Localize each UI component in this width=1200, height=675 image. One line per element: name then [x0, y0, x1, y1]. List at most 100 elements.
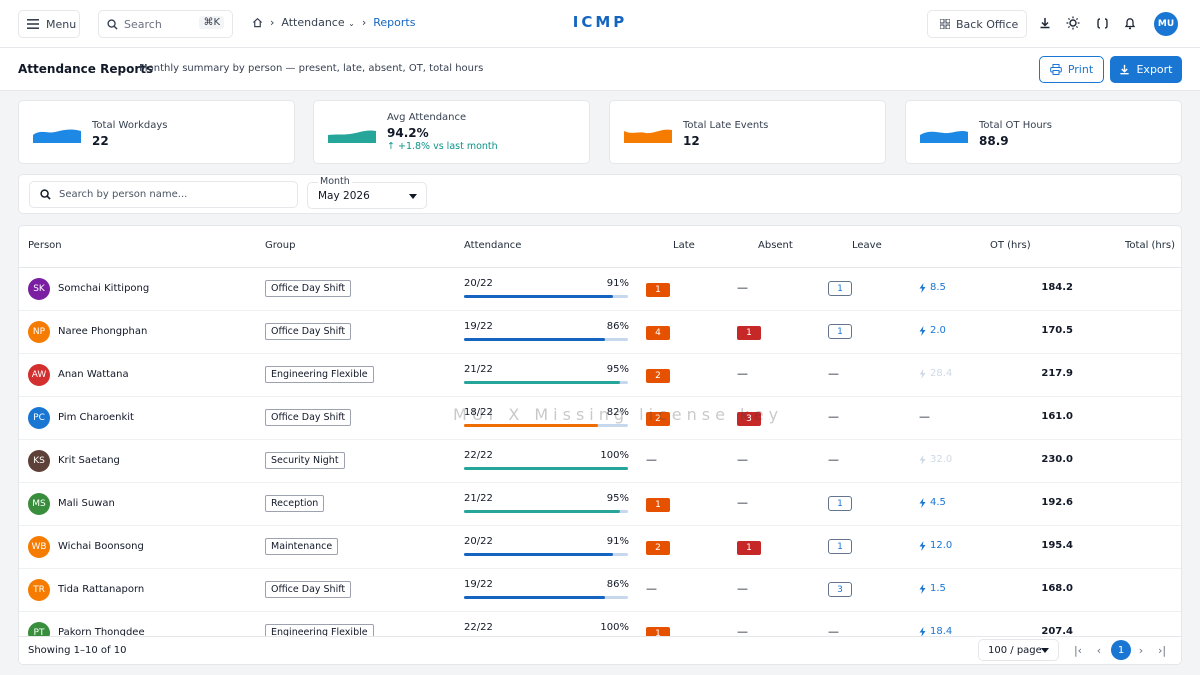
attendance-progress-fill — [464, 424, 599, 427]
column-header-group[interactable]: Group — [265, 240, 296, 251]
table-row[interactable]: NP Naree Phongphan Office Day Shift 19/22 86… — [19, 311, 1181, 354]
column-header-late[interactable]: Late — [673, 240, 695, 251]
last-page-icon[interactable]: ›| — [1157, 643, 1167, 657]
print-button[interactable]: Print — [1039, 56, 1104, 83]
person-name[interactable]: Anan Wattana — [58, 369, 129, 380]
column-header-person[interactable]: Person — [28, 240, 62, 251]
stat-label: Total Late Events — [683, 120, 769, 131]
sparkline-icon — [33, 129, 81, 143]
attendance-table: Person Group Attendance Late Absent Leav… — [18, 225, 1182, 665]
ot-value: 4.5 — [919, 497, 946, 508]
person-name[interactable]: Krit Saetang — [58, 455, 120, 466]
ot-value: — — [919, 410, 930, 423]
attendance-percent: 91% — [606, 536, 629, 547]
person-avatar: NP — [28, 321, 50, 343]
person-name[interactable]: Pakorn Thongdee — [58, 627, 145, 636]
person-search-input[interactable] — [59, 189, 279, 200]
column-header-absent[interactable]: Absent — [758, 240, 793, 251]
column-header-total[interactable]: Total (hrs) — [1125, 240, 1175, 251]
leave-value: — — [828, 453, 839, 466]
late-badge: 1 — [646, 498, 670, 512]
column-header-attendance[interactable]: Attendance — [464, 240, 522, 251]
attendance-days: 21/22 — [464, 493, 493, 504]
global-search-button[interactable]: Search ⌘K — [98, 10, 233, 38]
table-header: Person Group Attendance Late Absent Leav… — [19, 226, 1181, 268]
table-row[interactable]: PC Pim Charoenkit Office Day Shift 18/22 82%… — [19, 397, 1181, 440]
notifications-bell-icon[interactable] — [1122, 15, 1138, 31]
table-row[interactable]: MS Mali Suwan Reception 21/22 95% 1 — 1 4.5 192.6 — [19, 483, 1181, 526]
next-page-icon[interactable]: › — [1138, 643, 1144, 657]
search-shortcut: ⌘K — [199, 16, 224, 29]
group-chip: Office Day Shift — [265, 409, 352, 426]
user-avatar[interactable]: MU — [1154, 12, 1178, 36]
attendance-percent: 100% — [600, 622, 629, 633]
menu-button[interactable]: Menu — [18, 10, 80, 38]
ot-hours: 1.5 — [930, 583, 946, 594]
page-title: Attendance Reports — [18, 62, 154, 76]
person-avatar: SK — [28, 278, 50, 300]
dropdown-caret-icon — [409, 194, 417, 199]
download-icon[interactable] — [1037, 15, 1053, 31]
table-row[interactable]: PT Pakorn Thongdee Engineering Flexible 22/… — [19, 612, 1181, 636]
attendance-progress-bar — [464, 467, 628, 470]
ot-value: 12.0 — [919, 540, 952, 551]
top-bar: Menu Search ⌘K › Attendance ⌄ › Reports … — [0, 0, 1200, 48]
export-button[interactable]: Export — [1110, 56, 1182, 83]
back-office-label: Back Office — [956, 17, 1019, 31]
absent-value: — — [737, 453, 748, 466]
attendance-percent: 95% — [606, 364, 629, 375]
total-hours: 192.6 — [1041, 497, 1073, 508]
attendance-progress-bar — [464, 338, 628, 341]
back-office-button[interactable]: Back Office — [927, 10, 1027, 38]
column-header-leave[interactable]: Leave — [852, 240, 882, 251]
group-chip: Engineering Flexible — [265, 366, 374, 383]
person-name[interactable]: Naree Phongphan — [58, 326, 148, 337]
current-page-button[interactable]: 1 — [1111, 640, 1131, 660]
ot-hours: 12.0 — [930, 540, 953, 551]
month-select[interactable]: May 2026 — [307, 182, 427, 209]
table-row[interactable]: KS Krit Saetang Security Night 22/22 100% — — —… — [19, 440, 1181, 483]
lightning-icon — [919, 368, 926, 379]
absent-value: — — [737, 582, 748, 595]
ot-value: 18.4 — [919, 626, 952, 636]
table-row[interactable]: WB Wichai Boonsong Maintenance 20/22 91% 2 1 1 1… — [19, 526, 1181, 569]
menu-label: Menu — [46, 17, 77, 31]
fullscreen-icon[interactable] — [1094, 15, 1110, 31]
person-avatar: PT — [28, 622, 50, 636]
attendance-progress-bar — [464, 553, 628, 556]
late-badge: 2 — [646, 369, 670, 383]
person-name[interactable]: Mali Suwan — [58, 498, 115, 509]
leave-badge: 1 — [828, 539, 852, 554]
ot-value: 28.4 — [919, 368, 952, 379]
home-icon[interactable] — [252, 17, 263, 28]
stat-value: 22 — [92, 134, 109, 148]
ot-hours: 2.0 — [930, 325, 946, 336]
rows-per-page-select[interactable]: 100 / page — [978, 639, 1059, 661]
late-badge: 4 — [646, 326, 670, 340]
table-row[interactable]: SK Somchai Kittipong Office Day Shift 20/22… — [19, 268, 1181, 311]
table-body: SK Somchai Kittipong Office Day Shift 20/22… — [19, 268, 1181, 636]
hamburger-icon — [27, 19, 39, 29]
person-name[interactable]: Pim Charoenkit — [58, 412, 134, 423]
breadcrumb-attendance[interactable]: Attendance ⌄ — [281, 16, 355, 29]
total-hours: 207.4 — [1041, 626, 1073, 636]
table-row[interactable]: TR Tida Rattanaporn Office Day Shift 19/22 8… — [19, 569, 1181, 612]
table-row[interactable]: AW Anan Wattana Engineering Flexible 21/22 9… — [19, 354, 1181, 397]
attendance-days: 20/22 — [464, 536, 493, 547]
stat-label: Avg Attendance — [387, 112, 467, 123]
theme-toggle-icon[interactable] — [1065, 15, 1081, 31]
absent-badge: 1 — [737, 541, 761, 555]
person-search-field[interactable] — [29, 181, 298, 208]
person-name[interactable]: Wichai Boonsong — [58, 541, 144, 552]
first-page-icon[interactable]: |‹ — [1073, 643, 1083, 657]
previous-page-icon[interactable]: ‹ — [1096, 643, 1102, 657]
total-hours: 195.4 — [1041, 540, 1073, 551]
person-name[interactable]: Somchai Kittipong — [58, 283, 150, 294]
leave-value: — — [828, 410, 839, 423]
person-name[interactable]: Tida Rattanaporn — [58, 584, 145, 595]
column-header-ot[interactable]: OT (hrs) — [990, 240, 1031, 251]
absent-value: — — [737, 496, 748, 509]
attendance-percent: 91% — [606, 278, 629, 289]
stat-label: Total OT Hours — [979, 120, 1052, 131]
breadcrumb: › Attendance ⌄ › Reports — [252, 16, 415, 29]
